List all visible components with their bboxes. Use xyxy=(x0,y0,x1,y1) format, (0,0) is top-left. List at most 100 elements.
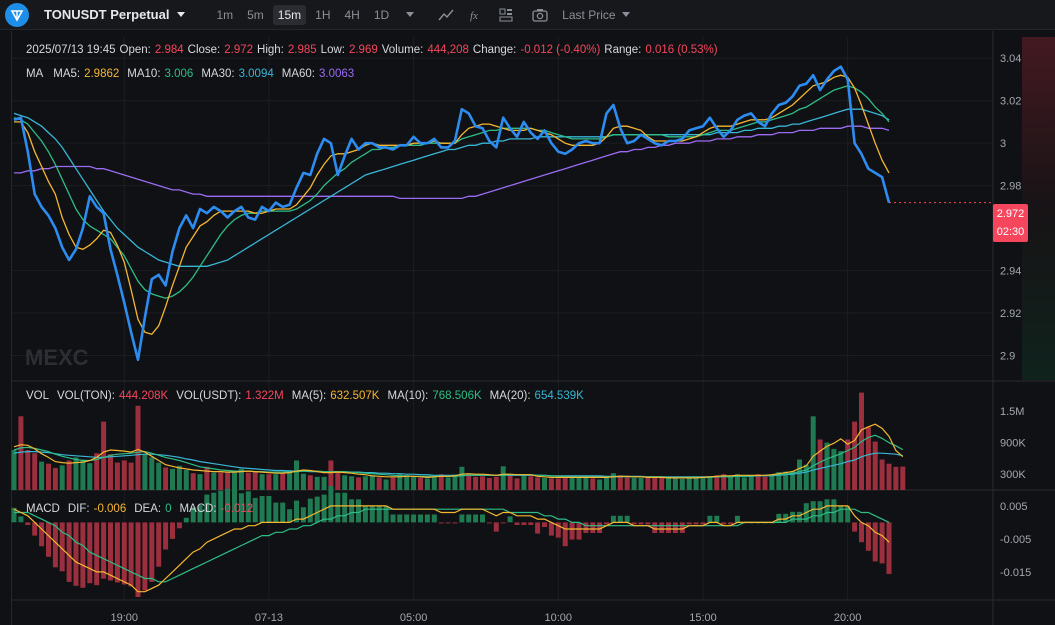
volume-bar xyxy=(273,474,279,490)
macd-bar xyxy=(886,522,892,574)
close-label: Close: xyxy=(187,44,221,56)
macd-bar xyxy=(845,505,851,523)
macd-bar xyxy=(700,522,706,525)
macd-bar xyxy=(790,511,796,523)
price-tick-label: 2.92 xyxy=(1000,308,1021,320)
volume-bar xyxy=(886,463,892,490)
macd-bar xyxy=(679,522,685,533)
change-label: Change: xyxy=(472,44,517,56)
timeframe-1m[interactable]: 1m xyxy=(216,7,234,22)
volume-bar xyxy=(183,470,189,490)
timeframe-15m[interactable]: 15m xyxy=(272,4,307,25)
volume-bar xyxy=(865,426,871,490)
volume-bar xyxy=(879,459,885,490)
camera-icon[interactable] xyxy=(532,7,548,23)
volume-bar xyxy=(232,472,237,490)
macd-bar xyxy=(459,514,465,523)
timeframe-5m[interactable]: 5m xyxy=(247,7,264,22)
dif-value: -0.006 xyxy=(93,503,127,515)
vol-ma5-label: MA(5): xyxy=(291,390,327,402)
macd-bar xyxy=(39,522,45,547)
volume-bar xyxy=(562,477,568,490)
macd-bar xyxy=(480,514,485,523)
volume-bar xyxy=(204,466,210,490)
macd-tick-label: 0.005 xyxy=(1000,501,1028,513)
volume-bar xyxy=(114,462,120,490)
volume-bar xyxy=(514,478,520,490)
macd-bar xyxy=(294,500,299,523)
macd-bar xyxy=(342,492,348,523)
volume-bar xyxy=(445,477,451,490)
macd-bar xyxy=(349,499,355,523)
volume-bar xyxy=(300,473,306,490)
macd-bar xyxy=(521,522,527,525)
volume-bar xyxy=(838,451,844,490)
indicator-fx-icon[interactable]: fx xyxy=(468,7,484,23)
volume-bar xyxy=(356,477,361,490)
price-tick-label: 3 xyxy=(1000,138,1006,150)
ma60-line xyxy=(14,125,890,200)
layout-grid-icon[interactable] xyxy=(498,7,514,23)
line-tool-icon[interactable] xyxy=(438,7,454,23)
price-type-select[interactable]: Last Price xyxy=(562,8,630,22)
volume-bar xyxy=(679,478,685,490)
range-label: Range: xyxy=(604,44,642,56)
macd-bar xyxy=(259,496,265,523)
volume-bar xyxy=(190,473,196,490)
macd-bar xyxy=(238,493,244,523)
open-label: Open: xyxy=(119,44,151,56)
macd-bar xyxy=(321,494,327,523)
more-timeframes-icon[interactable] xyxy=(406,12,415,17)
close-value: 2.972 xyxy=(224,44,254,56)
volume-bar xyxy=(307,475,313,490)
volume-bar xyxy=(328,460,334,490)
ma5-label: MA5: xyxy=(53,68,81,80)
volume-bar xyxy=(693,477,699,490)
volume-bar xyxy=(831,448,837,490)
macd-bar xyxy=(183,517,189,523)
volume-bar xyxy=(604,476,609,490)
volume-bar xyxy=(383,479,389,490)
vol-ma10-value: 768.506K xyxy=(432,390,482,402)
symbol-title[interactable]: TONUSDT Perpetual xyxy=(44,7,170,22)
timeframe-1d[interactable]: 1D xyxy=(373,7,390,22)
volume-bar xyxy=(431,476,437,490)
volume-bar xyxy=(101,421,107,490)
volume-bar xyxy=(238,468,244,490)
price-tick-label: 3.02 xyxy=(1000,96,1021,108)
macd-bar xyxy=(52,522,58,568)
volume-bar xyxy=(707,476,713,490)
macd-bar xyxy=(280,502,286,523)
macd-bar xyxy=(555,522,561,538)
volume-bar xyxy=(418,477,423,490)
ma30-line xyxy=(13,108,890,267)
macd-bar xyxy=(25,522,31,525)
dea-value: 0 xyxy=(165,503,172,515)
volume-bar xyxy=(438,474,444,490)
volume-bar xyxy=(349,476,355,490)
vol-usdt-value: 1.322M xyxy=(245,390,284,402)
ma5-line xyxy=(14,74,890,336)
symbol-dropdown-icon[interactable] xyxy=(177,12,186,17)
volume-bar xyxy=(500,466,506,490)
svg-text:fx: fx xyxy=(470,10,478,22)
macd-bar xyxy=(300,507,306,523)
ma60-value: 3.0063 xyxy=(319,68,355,80)
volume-bar xyxy=(94,453,100,490)
timeframe-4h[interactable]: 4H xyxy=(344,7,360,22)
timeframe-1h[interactable]: 1H xyxy=(315,7,331,22)
volume-bar xyxy=(776,472,782,490)
volume-bar xyxy=(252,471,258,490)
macd-bar xyxy=(693,522,699,525)
volume-bar xyxy=(790,471,796,490)
left-drawing-toolbar[interactable] xyxy=(0,31,12,625)
macd-pane xyxy=(11,486,892,597)
volume-bar xyxy=(507,475,513,490)
volume-bar xyxy=(46,463,51,490)
dif-line xyxy=(13,505,890,593)
macd-bar xyxy=(128,522,134,587)
volume-bar xyxy=(638,477,644,490)
volume-bar xyxy=(170,468,175,490)
macd-bar xyxy=(721,522,727,525)
